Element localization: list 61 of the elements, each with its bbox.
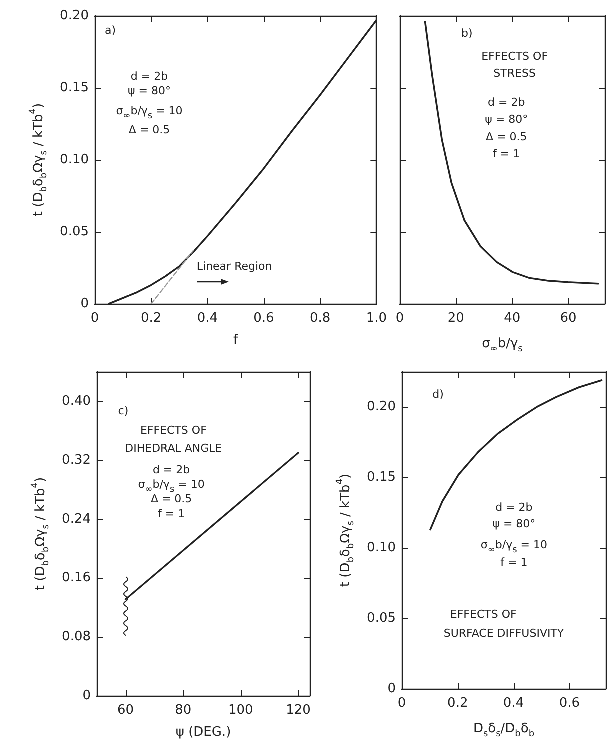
y-tick-label: 0.05	[367, 611, 396, 626]
annotation: EFFECTS OF	[140, 424, 207, 438]
x-tick-label: 0	[398, 696, 406, 711]
y-tick-label: 0	[80, 296, 89, 312]
y-tick-label: 0.32	[62, 452, 91, 468]
y-tick-label: 0.05	[60, 224, 89, 240]
annotation: STRESS	[494, 67, 536, 80]
x-tick-label: 80	[175, 703, 192, 718]
x-tick-label: 100	[228, 703, 254, 718]
x-tick-label: 0.6	[559, 696, 580, 711]
y-tick-label: 0.20	[367, 400, 396, 415]
annotation: Δ = 0.5	[128, 124, 170, 137]
annotation: d = 2b	[496, 501, 533, 514]
annotation: f = 1	[500, 556, 528, 570]
x-axis-title: f	[234, 333, 239, 348]
y-tick-label: 0	[388, 682, 396, 696]
y-tick-label: 0.10	[60, 152, 89, 168]
y-tick-label: 0.24	[62, 512, 91, 527]
annotation: SURFACE DIFFUSIVITY	[444, 627, 564, 640]
y-tick-label: 0.15	[60, 80, 89, 96]
annotation: EFFECTS OF	[450, 608, 517, 621]
annotation: d = 2b	[152, 463, 190, 476]
text: t (DbδbΩγs / kTb4)	[28, 103, 50, 217]
y-tick-label: 0.08	[62, 630, 91, 645]
line-series	[430, 380, 603, 531]
x-tick-label: 1.0	[366, 311, 388, 326]
annotation: ψ = 80°	[128, 84, 172, 98]
annotation: Δ = 0.5	[486, 130, 528, 144]
text: t (DbδbΩγs / kTb4)	[336, 474, 356, 588]
annotation: ψ = 80°	[492, 517, 536, 530]
annotation: ψ = 80°	[485, 113, 528, 126]
x-tick-label: 20	[448, 311, 464, 326]
annotation: b)	[462, 26, 473, 40]
x-tick-label: 0.4	[503, 696, 524, 711]
x-tick-label: 120	[286, 703, 311, 718]
annotation: Linear Region	[196, 260, 272, 274]
annotation: f = 1	[493, 148, 520, 161]
y-tick-label: 0.40	[62, 394, 91, 409]
x-tick-label: 60	[560, 311, 577, 326]
x-tick-label: 0.6	[254, 311, 274, 326]
annotation: f = 1	[158, 507, 186, 520]
x-tick-label: 0.4	[197, 311, 218, 326]
x-tick-label: 0.2	[140, 311, 162, 326]
y-tick-label: 0.20	[60, 8, 89, 24]
y-tick-label: 0.16	[62, 570, 91, 586]
annotation: d = 2b	[130, 70, 168, 83]
y-tick-label: 0.10	[367, 540, 396, 556]
y-tick-label: 0.15	[367, 470, 396, 486]
annotation: c)	[118, 404, 129, 418]
x-tick-label: 60	[118, 703, 134, 718]
annotation: EFFECTS OF	[482, 50, 548, 63]
annotation: d)	[432, 388, 444, 402]
x-tick-label: 40	[504, 311, 521, 326]
x-axis-title: ψ (DEG.)	[176, 725, 232, 740]
annotation: a)	[105, 24, 116, 37]
x-tick-label: 0.8	[310, 311, 331, 326]
text: t (DbδbΩγs / kTb4)	[30, 477, 52, 591]
annotation: DIHEDRAL ANGLE	[125, 442, 222, 456]
annotation: d = 2b	[488, 96, 526, 109]
x-tick-label: 0.2	[448, 696, 468, 711]
annotation: Δ = 0.5	[150, 492, 192, 506]
